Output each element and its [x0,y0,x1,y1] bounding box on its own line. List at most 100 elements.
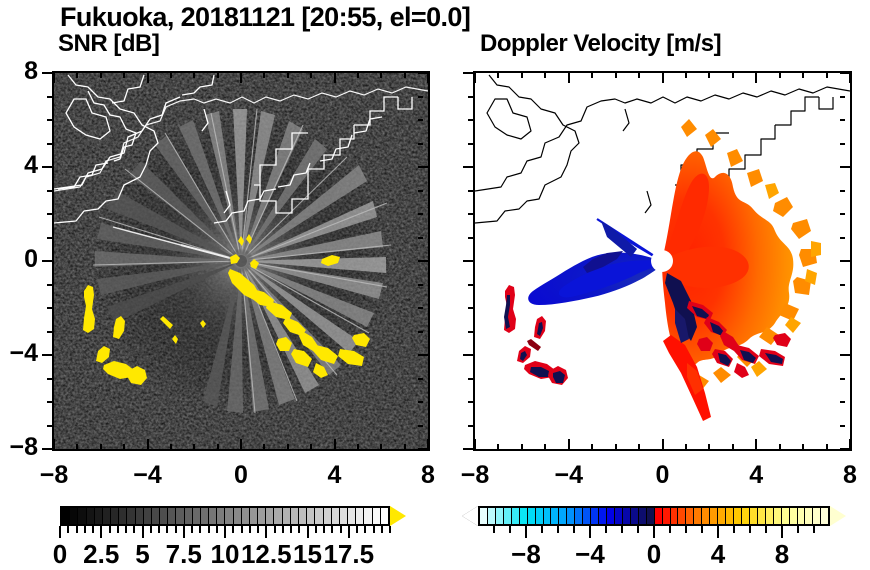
snr-cb-tick-12.5 [265,526,268,538]
ytick-right-snr-5 [418,142,423,145]
ytick-snr--5 [47,377,52,380]
doppler-colorbar-segment [519,508,528,524]
ytick-snr-3 [47,189,52,192]
snr-panel[interactable] [52,71,430,451]
doppler-colorbar-segment [757,508,766,524]
doppler-cb-tick--3 [605,526,607,533]
doppler-colorbar-segment [559,508,568,524]
xtick-doppler-4 [755,439,758,449]
doppler-colorbar-segment [773,508,782,524]
snr-cb-tick-17.5 [347,526,350,538]
snr-colorbar[interactable]: 0 2.5 5 7.5 10 12.5 15 17.5 [53,506,406,569]
xtick-snr-7 [403,444,406,449]
snr-colorbar-segment [241,508,250,524]
snr-cb-label-3: 7.5 [165,539,202,569]
ytick-snr--7 [47,424,52,427]
doppler-cb-tick-9 [797,526,799,533]
snr-cb-tick-5 [141,526,144,538]
snr-cb-tick-6 [158,526,160,533]
snr-colorbar-segment [135,508,144,524]
xtick-snr--5 [123,444,126,449]
ytick-doppler--7 [468,424,473,427]
doppler-colorbar-segment [654,508,663,524]
ytick-doppler-8 [463,72,473,74]
doppler-cb-label-1: −4 [575,539,605,569]
doppler-cb-tick--7 [541,526,543,533]
xtick-doppler--5 [544,444,547,449]
snr-colorbar-segment [184,508,193,524]
xtick-snr--1 [216,444,219,449]
ytick-doppler-3 [468,189,473,192]
snr-cb-label-7: 17.5 [323,539,375,569]
xtick-doppler--2 [614,444,617,449]
snr-cb-tick-2 [92,526,94,533]
xtick-top-snr-5 [356,73,359,78]
ytick-right-snr-1 [418,236,423,239]
coastline-main-snr [54,86,428,192]
ytick-right-doppler-8 [840,72,850,74]
ytick-doppler--4 [463,354,473,356]
doppler-colorbar-segment [614,508,623,524]
xtick-doppler--4 [567,439,570,449]
doppler-colorbar-segment [607,508,615,524]
ytick-label-snr-1: −4 [9,339,38,367]
snr-cb-tick-2.5 [100,526,103,538]
snr-cb-tick-19.5 [380,526,383,533]
xtick-top-doppler-5 [778,73,781,78]
doppler-colorbar-segment [551,508,560,524]
doppler-colorbar-segment [781,508,790,524]
snr-cb-tick-17 [339,526,342,533]
xtick-snr--6 [99,444,102,449]
xtick-top-doppler-3 [731,73,734,78]
doppler-colorbar-segment [678,508,687,524]
snr-colorbar-segment [119,508,128,524]
ytick-right-snr-0 [418,260,428,262]
doppler-panel[interactable] [473,71,852,451]
snr-cb-tick-1.5 [83,526,86,533]
xtick-top-snr-7 [403,73,406,78]
doppler-colorbar-segment [797,508,806,524]
doppler-colorbar-segment [575,508,584,524]
xtick-label-snr-1: −4 [133,461,162,489]
xtick-label-doppler-2: 0 [655,461,670,489]
ytick-right-doppler--5 [840,377,845,380]
ytick-right-snr--2 [418,307,423,309]
xtick-top-doppler--2 [614,73,617,78]
xtick-doppler-0 [661,439,664,449]
doppler-cb-tick--1 [637,526,639,533]
doppler-colorbar-segment [694,508,703,524]
ytick-right-snr-4 [418,166,428,168]
doppler-colorbar-gradient [478,506,830,526]
ytick-doppler--1 [468,283,473,286]
xtick-top-doppler-4 [755,73,758,83]
ytick-doppler-4 [463,166,473,168]
xtick-top-snr-6 [380,73,383,78]
snr-cb-tick-8.5 [199,526,202,533]
snr-cb-tick-19 [372,526,375,533]
doppler-colorbar-segment [789,508,798,524]
ytick-right-snr--8 [418,448,428,450]
snr-colorbar-segment [380,508,388,524]
doppler-cb-tick-8 [781,526,783,538]
snr-cb-tick-13.5 [281,526,284,533]
snr-colorbar-segment [78,508,87,524]
ytick-right-doppler--4 [840,354,850,356]
doppler-colorbar[interactable]: −8 −4 0 4 8 [462,506,846,569]
snr-cb-tick-10.5 [232,526,235,533]
xtick-top-doppler--6 [520,73,523,78]
snr-colorbar-segment [339,508,349,524]
xtick-snr-6 [380,444,383,449]
ytick-right-snr--1 [418,283,423,286]
snr-cb-tick-9.5 [215,526,218,533]
panel-subtitle-snr: SNR [dB] [58,30,160,57]
xtick-doppler-5 [778,444,781,449]
snr-cb-tick-11.5 [248,526,251,533]
xtick-snr--3 [169,444,172,449]
snr-cb-tick-14.5 [298,526,301,533]
snr-colorbar-segment [102,508,112,524]
xtick-top-snr-4 [333,73,336,83]
xtick-top-snr-8 [427,73,429,83]
xtick-doppler--8 [474,439,476,449]
xtick-doppler-1 [684,444,687,449]
